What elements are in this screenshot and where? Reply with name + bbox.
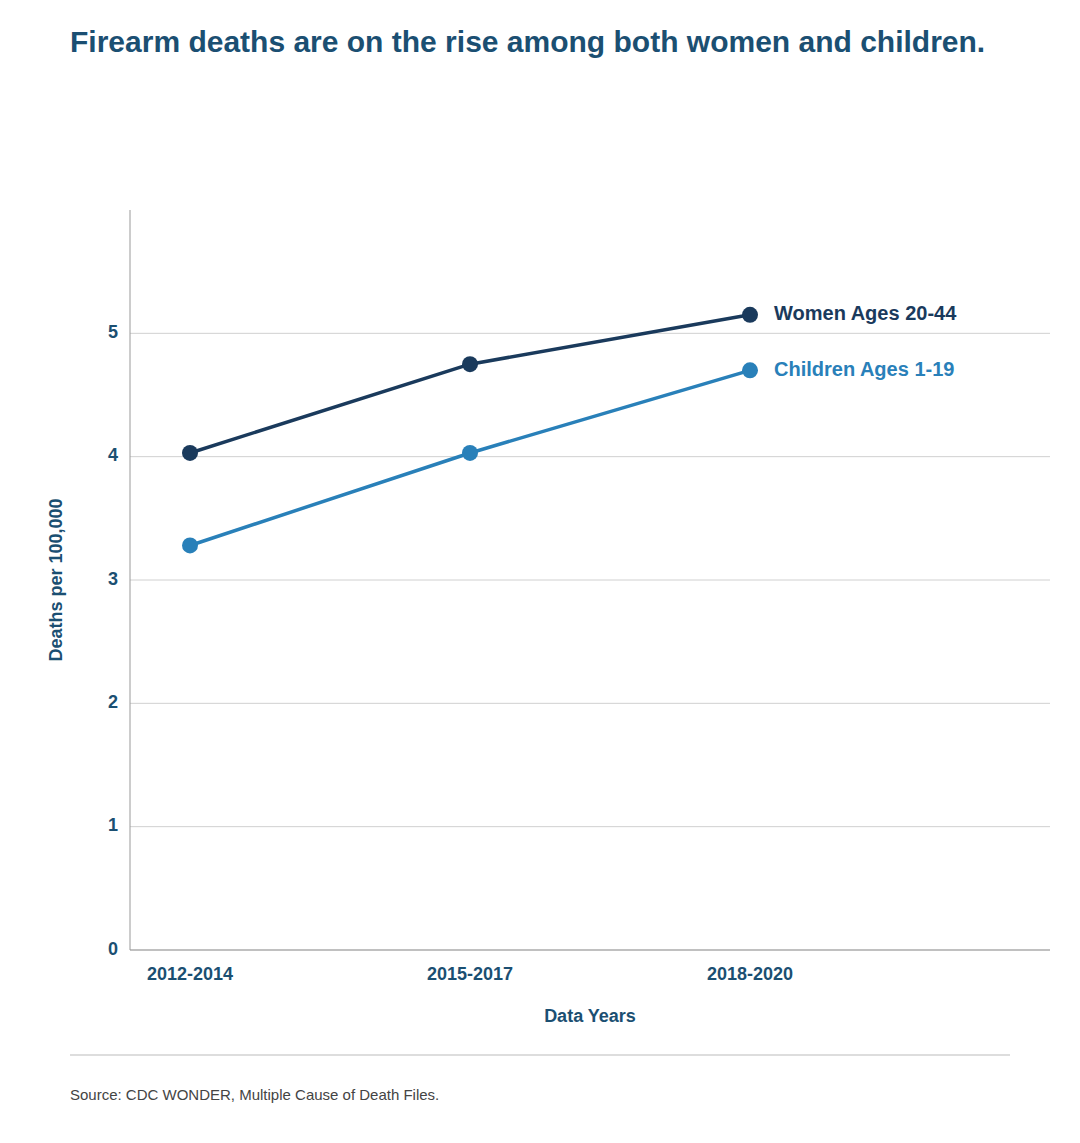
series-label: Women Ages 20-44 <box>774 302 957 324</box>
title-line: Firearm deaths are on the rise among bot… <box>70 25 985 58</box>
y-tick-label: 0 <box>108 939 118 959</box>
y-tick-label: 4 <box>108 445 118 465</box>
x-tick-label: 2015-2017 <box>427 964 513 984</box>
series-point <box>182 537 198 553</box>
y-axis-line <box>130 210 131 950</box>
grid-line <box>130 950 1050 951</box>
series-point <box>742 362 758 378</box>
y-tick-label: 5 <box>108 322 118 342</box>
x-axis-label: Data Years <box>544 1006 636 1026</box>
x-axis-line <box>130 950 1050 951</box>
series-point <box>742 307 758 323</box>
series-line <box>190 370 750 545</box>
title: Firearm deaths are on the rise among bot… <box>70 25 985 58</box>
source: Source: CDC WONDER, Multiple Cause of De… <box>70 1086 439 1103</box>
series-point <box>462 445 478 461</box>
grid-line <box>130 703 1050 704</box>
series-label: Children Ages 1-19 <box>774 358 954 380</box>
grid-line <box>130 333 1050 334</box>
plot-marks <box>182 307 758 554</box>
y-axis-label: Deaths per 100,000 <box>46 498 66 661</box>
series-point <box>182 445 198 461</box>
grid-line <box>130 580 1050 581</box>
series-line <box>190 315 750 453</box>
chart: Firearm deaths are on the rise among bot… <box>0 0 1080 1143</box>
background <box>0 0 1080 1143</box>
separator <box>70 1054 1010 1055</box>
grid-line <box>130 456 1050 457</box>
x-tick-label: 2018-2020 <box>707 964 793 984</box>
series-point <box>462 356 478 372</box>
grid-line <box>130 826 1050 827</box>
y-tick-label: 1 <box>108 815 118 835</box>
y-tick-label: 2 <box>108 692 118 712</box>
x-tick-label: 2012-2014 <box>147 964 233 984</box>
y-tick-label: 3 <box>108 569 118 589</box>
